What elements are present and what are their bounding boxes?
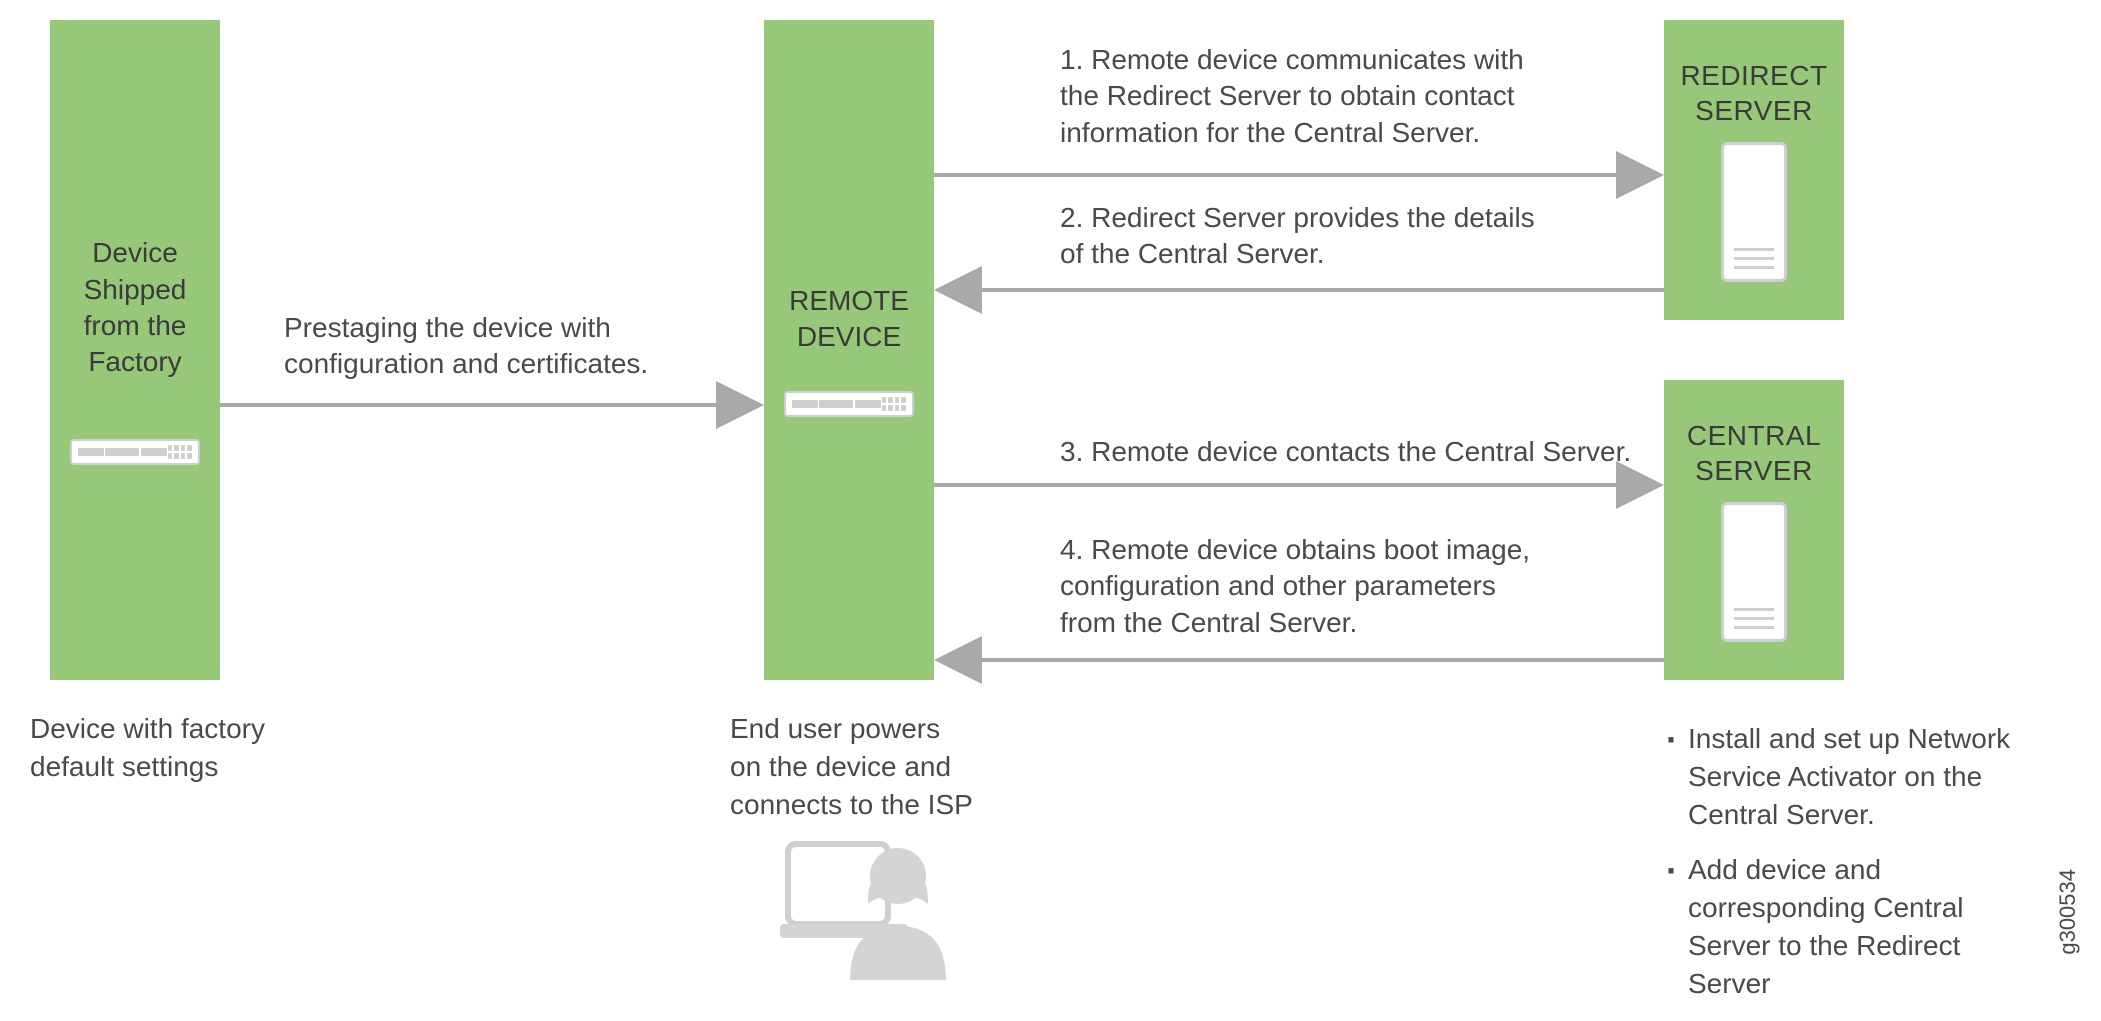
step2-text: 2. Redirect Server provides the details … xyxy=(1060,200,1535,273)
step4-text: 4. Remote device obtains boot image, con… xyxy=(1060,532,1530,641)
figure-id: g300534 xyxy=(2055,869,2081,955)
bullet-item: Add device and corresponding Central Ser… xyxy=(1664,851,2044,1002)
step1-text: 1. Remote device communicates with the R… xyxy=(1060,42,1524,151)
server-icon xyxy=(1721,142,1787,282)
prestaging-text: Prestaging the device with configuration… xyxy=(284,310,648,383)
factory-label: Device Shipped from the Factory xyxy=(84,235,187,381)
redirect-label: REDIRECT SERVER xyxy=(1680,58,1827,128)
bullet-item: Install and set up Network Service Activ… xyxy=(1664,720,2044,833)
server-icon xyxy=(1721,502,1787,642)
server-bullets: Install and set up Network Service Activ… xyxy=(1664,720,2044,1021)
remote-caption: End user powers on the device and connec… xyxy=(730,710,973,823)
central-box: CENTRAL SERVER xyxy=(1664,380,1844,680)
step3-text: 3. Remote device contacts the Central Se… xyxy=(1060,434,1631,470)
central-label: CENTRAL SERVER xyxy=(1687,418,1821,488)
remote-box: REMOTE DEVICE xyxy=(764,20,934,680)
redirect-box: REDIRECT SERVER xyxy=(1664,20,1844,320)
remote-label: REMOTE DEVICE xyxy=(789,283,909,356)
device-icon xyxy=(70,439,200,465)
device-icon xyxy=(784,391,914,417)
factory-box: Device Shipped from the Factory xyxy=(50,20,220,680)
factory-caption: Device with factory default settings xyxy=(30,710,265,786)
user-icon xyxy=(780,830,960,990)
